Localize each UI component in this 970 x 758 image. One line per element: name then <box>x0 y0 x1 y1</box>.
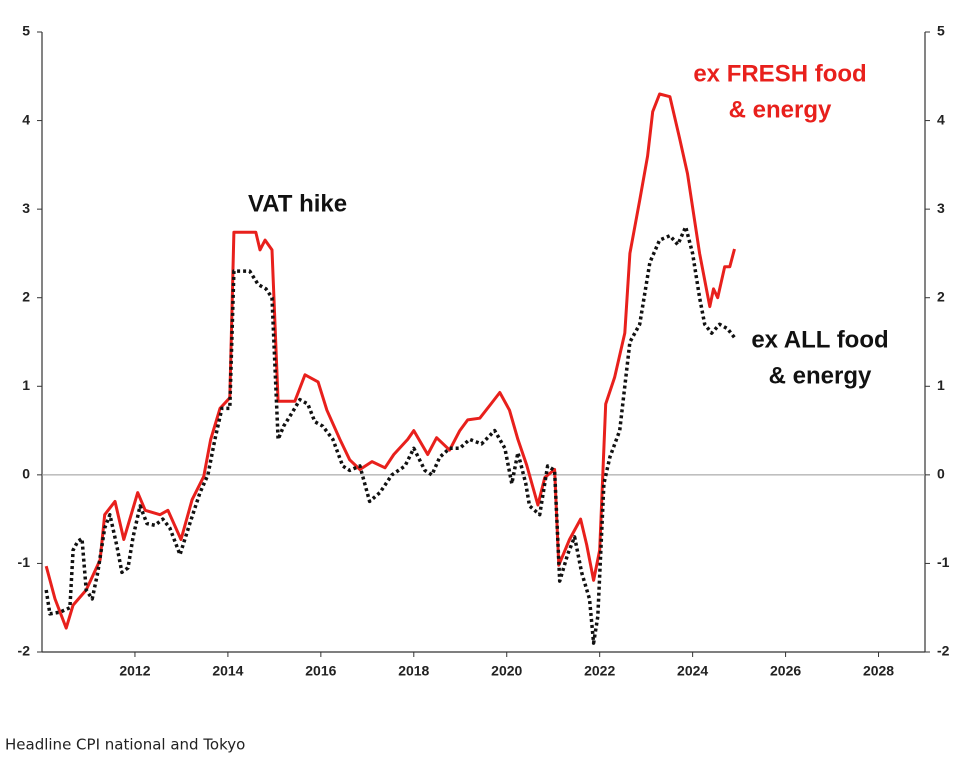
y-tick-label: 5 <box>22 23 30 39</box>
y2-tick-label: 5 <box>937 23 945 39</box>
annotation: & energy <box>769 362 872 389</box>
annotation: ex FRESH food <box>693 60 866 87</box>
y2-tick-label: 3 <box>937 200 945 216</box>
x-tick-label: 2014 <box>212 663 243 679</box>
x-tick-label: 2016 <box>305 663 336 679</box>
x-tick-label: 2012 <box>119 663 150 679</box>
series-line <box>44 225 736 645</box>
x-tick-label: 2020 <box>491 663 522 679</box>
y-tick-label: -1 <box>18 554 31 570</box>
annotation: ex ALL food <box>751 326 888 353</box>
y-tick-label: -2 <box>18 643 31 659</box>
y2-tick-label: 4 <box>937 111 945 127</box>
y-tick-label: 1 <box>22 377 30 393</box>
x-tick-label: 2022 <box>584 663 615 679</box>
y-tick-label: 3 <box>22 200 30 216</box>
y2-tick-label: -2 <box>937 643 950 659</box>
x-tick-label: 2018 <box>398 663 429 679</box>
y-tick-label: 2 <box>22 288 30 304</box>
y2-tick-label: 1 <box>937 377 945 393</box>
x-tick-label: 2024 <box>677 663 708 679</box>
annotation: & energy <box>729 96 832 123</box>
y2-tick-label: 2 <box>937 288 945 304</box>
caption: Headline CPI national and Tokyo <box>5 736 245 754</box>
x-tick-label: 2026 <box>770 663 801 679</box>
annotation: VAT hike <box>248 190 347 217</box>
x-tick-label: 2028 <box>863 663 894 679</box>
y2-tick-label: -1 <box>937 554 950 570</box>
y2-tick-label: 0 <box>937 466 945 482</box>
y-tick-label: 4 <box>22 111 30 127</box>
series-line <box>44 92 736 630</box>
y-tick-label: 0 <box>22 466 30 482</box>
